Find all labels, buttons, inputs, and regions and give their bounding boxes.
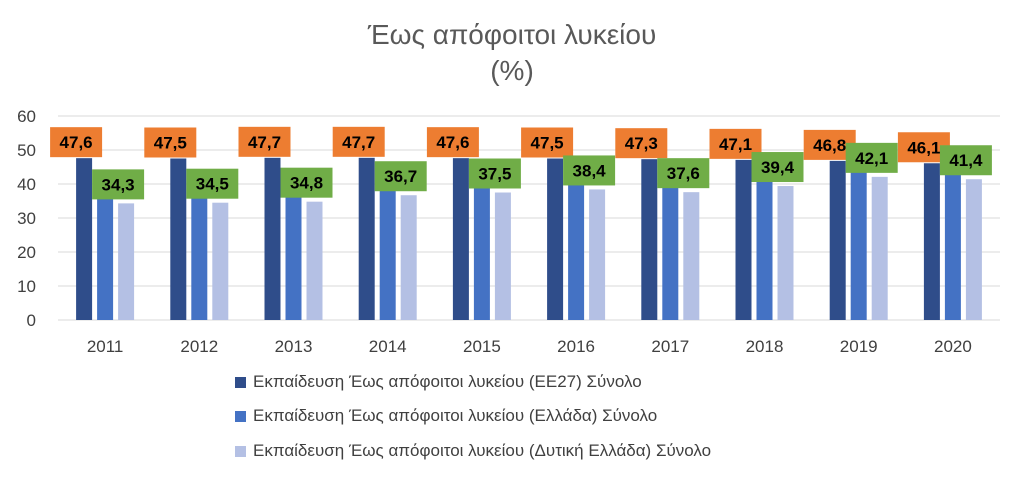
bar-series-3 (777, 186, 794, 320)
chart-title: Έως απόφοιτοι λυκείου (367, 19, 657, 50)
bar-series-1 (358, 157, 375, 320)
bar-series-3 (965, 179, 982, 320)
x-tick-label: 2011 (87, 337, 124, 356)
data-label-series-1: 46,1 (907, 138, 940, 157)
data-label-series-1: 47,7 (342, 133, 375, 152)
data-label-series-3: 36,7 (384, 167, 417, 186)
data-label-box-series-3 (845, 142, 898, 173)
bar-series-3 (871, 176, 888, 320)
legend-swatch-series-3 (235, 446, 246, 457)
data-label-series-3: 34,5 (196, 175, 229, 194)
data-label-series-1: 47,5 (154, 134, 187, 153)
bar-series-1 (641, 159, 658, 320)
data-label-box-series-3 (563, 155, 616, 186)
bar-series-2 (191, 184, 208, 320)
data-label-series-3: 34,3 (102, 175, 135, 194)
data-label-series-1: 47,6 (436, 133, 469, 152)
data-label-box-series-3 (186, 168, 239, 199)
data-label-box-series-3 (280, 167, 333, 198)
data-label-series-3: 39,4 (761, 158, 795, 177)
bar-series-2 (97, 186, 114, 320)
legend-swatch-series-1 (235, 377, 246, 388)
data-label-series-3: 37,6 (667, 164, 700, 183)
data-label-series-1: 47,6 (60, 133, 93, 152)
legend-label-series-3: Εκπαίδευση Έως απόφοιτοι λυκείου (Δυτική… (253, 441, 711, 460)
data-label-series-3: 37,5 (478, 165, 511, 184)
legend-label-series-2: Εκπαίδευση Έως απόφοιτοι λυκείου (Ελλάδα… (253, 406, 657, 425)
bar-series-1 (829, 160, 846, 320)
bar-series-3 (306, 201, 323, 320)
data-labels: 47,6 34,3 47,5 34,5 47,7 34,8 47,7 36,7 47,6 37,5… (50, 126, 992, 200)
data-label-box-series-3 (374, 161, 427, 192)
data-label-box-series-1 (426, 127, 479, 158)
bar-series-2 (850, 168, 867, 320)
x-tick-label: 2015 (463, 337, 501, 356)
y-tick-label: 0 (27, 311, 36, 330)
data-label-series-1: 47,5 (531, 134, 564, 153)
x-tick-label: 2014 (369, 337, 407, 356)
bar-series-1 (923, 163, 940, 320)
legend: Εκπαίδευση Έως απόφοιτοι λυκείου (ΕΕ27) … (235, 372, 711, 460)
bar-series-2 (756, 177, 773, 320)
y-axis: 0 10 20 30 40 50 60 (17, 107, 36, 330)
x-tick-label: 2016 (557, 337, 595, 356)
data-label-series-1: 47,1 (719, 135, 752, 154)
data-label-box-series-1 (332, 126, 385, 157)
bar-series-1 (452, 158, 469, 320)
y-tick-label: 50 (17, 141, 36, 160)
x-axis: 2011 2012 2013 2014 2015 2016 2017 2018 2019 2020 (87, 337, 972, 356)
bar-series-3 (400, 195, 417, 320)
y-tick-label: 60 (17, 107, 36, 126)
data-label-series-1: 47,3 (625, 134, 658, 153)
chart-subtitle: (%) (490, 55, 534, 86)
bars (76, 157, 982, 320)
legend-label-series-1: Εκπαίδευση Έως απόφοιτοι λυκείου (ΕΕ27) … (253, 372, 642, 391)
data-label-box-series-3 (92, 169, 145, 200)
bar-series-2 (473, 179, 490, 320)
bar-series-2 (662, 178, 679, 320)
x-tick-label: 2012 (180, 337, 218, 356)
data-label-box-series-3 (939, 145, 992, 176)
data-label-box-series-3 (468, 158, 521, 189)
data-label-box-series-1 (521, 127, 574, 158)
data-label-series-1: 47,7 (248, 133, 281, 152)
bar-series-1 (76, 158, 93, 320)
bar-series-3 (683, 192, 700, 320)
bar-series-1 (170, 158, 187, 320)
x-tick-label: 2020 (934, 337, 972, 356)
bar-series-1 (735, 159, 752, 320)
data-label-series-3: 34,8 (290, 174, 323, 193)
bar-series-2 (285, 183, 302, 320)
x-tick-label: 2017 (651, 337, 689, 356)
bar-series-3 (212, 202, 229, 320)
data-label-series-1: 46,8 (813, 136, 846, 155)
data-label-box-series-1 (50, 127, 103, 158)
data-label-box-series-1 (238, 126, 291, 157)
x-tick-label: 2019 (840, 337, 878, 356)
data-label-series-3: 42,1 (855, 149, 888, 168)
bar-series-2 (568, 178, 585, 320)
bar-series-1 (547, 158, 564, 320)
bar-series-3 (494, 192, 511, 320)
bar-series-3 (589, 189, 606, 320)
legend-swatch-series-2 (235, 411, 246, 422)
y-tick-label: 10 (17, 277, 36, 296)
bar-series-3 (118, 203, 135, 320)
bar-series-2 (379, 182, 396, 320)
data-label-box-series-1 (144, 127, 197, 158)
x-tick-label: 2013 (275, 337, 313, 356)
bar-series-2 (944, 165, 961, 320)
y-tick-label: 20 (17, 243, 36, 262)
bar-series-1 (264, 157, 281, 320)
y-tick-label: 30 (17, 209, 36, 228)
data-label-series-3: 41,4 (949, 151, 983, 170)
data-label-box-series-1 (615, 128, 668, 159)
data-label-box-series-3 (751, 152, 804, 183)
y-tick-label: 40 (17, 175, 36, 194)
x-tick-label: 2018 (746, 337, 784, 356)
data-label-series-3: 38,4 (573, 161, 607, 180)
data-label-box-series-3 (657, 158, 710, 189)
